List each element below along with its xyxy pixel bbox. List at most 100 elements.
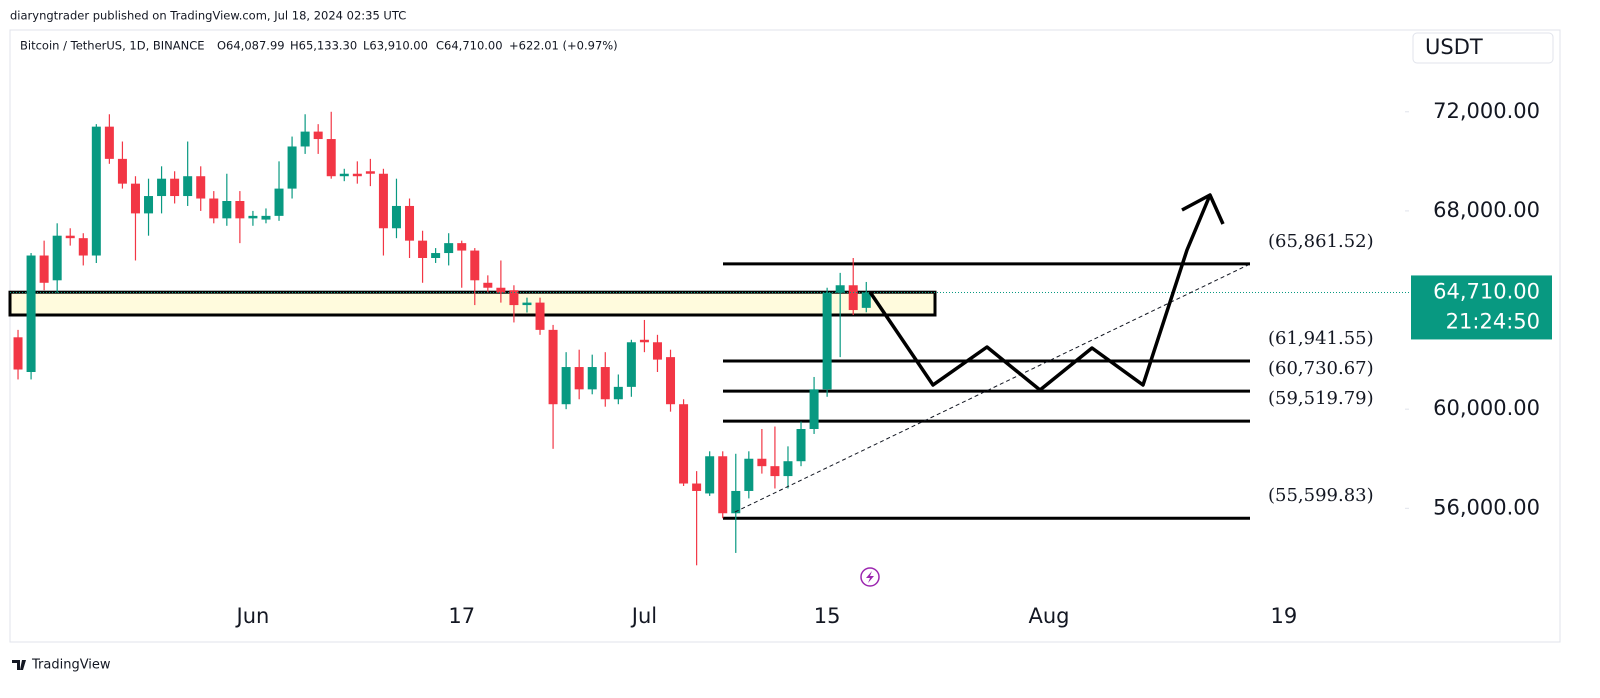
- plot: [8, 111, 1409, 566]
- candle-body: [287, 146, 297, 189]
- level-label: (55,599.83): [1268, 485, 1374, 506]
- ohlc-value: O64,087.99: [217, 39, 285, 53]
- ohlc-value: +622.01 (+0.97%): [509, 39, 618, 53]
- y-tick-label: 60,000.00: [1433, 396, 1540, 420]
- candle-body: [639, 339, 649, 343]
- candle-body: [365, 171, 375, 174]
- y-tick-label: 68,000.00: [1433, 198, 1540, 222]
- level-label: (60,730.67): [1268, 358, 1374, 379]
- level-label: (59,519.79): [1268, 388, 1374, 409]
- ohlc-value: C64,710.00: [436, 39, 503, 53]
- candle-body: [274, 188, 284, 216]
- ohlc-value: H65,133.30: [290, 39, 357, 53]
- candle-body: [144, 196, 154, 214]
- candle-body: [666, 357, 676, 405]
- y-tick-label: 72,000.00: [1433, 99, 1540, 123]
- event-bolt: [866, 571, 874, 583]
- candle-body: [431, 253, 441, 258]
- candle-body: [783, 461, 793, 477]
- candle-body: [679, 404, 689, 484]
- symbol: Bitcoin / TetherUS, 1D, BINANCE: [20, 39, 205, 53]
- event-icon[interactable]: [860, 567, 880, 587]
- candle-body: [652, 342, 662, 360]
- x-tick-label: Jun: [235, 604, 270, 628]
- candle-body: [731, 490, 741, 514]
- countdown: 21:24:50: [1446, 309, 1540, 333]
- support-zone: [8, 290, 937, 317]
- candle-body: [744, 458, 754, 491]
- candle-body: [261, 215, 271, 220]
- candle-body: [796, 429, 806, 462]
- candle-body: [483, 282, 493, 288]
- candle-body: [705, 456, 715, 494]
- candle-body: [470, 250, 480, 281]
- candle-body: [444, 243, 454, 254]
- candle-body: [313, 131, 323, 140]
- x-tick-label: Jul: [630, 604, 657, 628]
- candle-body: [352, 173, 362, 177]
- candle-body: [222, 201, 232, 219]
- candle-body: [183, 176, 193, 197]
- candle-body: [535, 302, 545, 330]
- level-label: (61,941.55): [1268, 328, 1374, 349]
- chart-frame: [9, 29, 1561, 643]
- projection-path: [868, 194, 1212, 392]
- x-tick-label: 17: [448, 604, 475, 628]
- candle-body: [26, 255, 36, 372]
- x-tick-label: 19: [1271, 604, 1298, 628]
- candle-body: [600, 367, 610, 400]
- candle-body: [626, 342, 636, 387]
- candle-body: [326, 139, 336, 177]
- candle-body: [861, 292, 871, 308]
- last-price-box: [1411, 275, 1552, 340]
- level-label: (65,861.52): [1268, 231, 1374, 252]
- candle-body: [587, 367, 597, 390]
- candle-body: [405, 205, 415, 241]
- candle-body: [835, 285, 845, 293]
- candle-body: [339, 173, 349, 177]
- candle-body: [78, 238, 88, 256]
- candle-body: [509, 290, 519, 306]
- candle-body: [52, 235, 62, 281]
- candle-body: [235, 201, 245, 219]
- candle-body: [170, 178, 180, 197]
- logo-mark: [12, 660, 26, 670]
- candle-body: [809, 389, 819, 429]
- candle-body: [91, 126, 101, 256]
- candle-body: [574, 367, 584, 390]
- candle-body: [522, 302, 532, 306]
- candle-body: [548, 329, 558, 405]
- candle-body: [104, 126, 114, 159]
- candle-body: [130, 183, 140, 214]
- ohlc-value: L63,910.00: [363, 39, 428, 53]
- candle-body: [157, 178, 167, 197]
- candle-body: [718, 456, 728, 514]
- currency-box[interactable]: [1412, 32, 1554, 64]
- candle-body: [300, 131, 310, 147]
- candle-body: [418, 240, 428, 258]
- candle-body: [848, 285, 858, 311]
- published-note: diaryngtrader published on TradingView.c…: [10, 9, 406, 23]
- candle-body: [613, 386, 623, 400]
- footer-logo: TradingView: [31, 658, 111, 673]
- candle-body: [13, 337, 23, 370]
- candle-body: [561, 367, 571, 405]
- candle-body: [757, 458, 767, 467]
- currency-label: USDT: [1425, 35, 1483, 59]
- candle-body: [209, 198, 219, 219]
- x-tick-label: 15: [814, 604, 841, 628]
- projection-arrowhead: [1181, 193, 1225, 225]
- candle-body: [770, 466, 780, 477]
- candle-body: [196, 176, 206, 199]
- candle-body: [496, 287, 506, 293]
- candle-body: [117, 158, 127, 184]
- last-price-label: 64,710.00: [1433, 279, 1540, 303]
- candle-body: [391, 205, 401, 229]
- trend-line: [734, 264, 1249, 513]
- candle-body: [457, 243, 467, 251]
- candle-body: [692, 483, 702, 491]
- y-tick-label: 56,000.00: [1433, 495, 1540, 519]
- candle-body: [822, 292, 832, 390]
- candle-body: [248, 215, 258, 219]
